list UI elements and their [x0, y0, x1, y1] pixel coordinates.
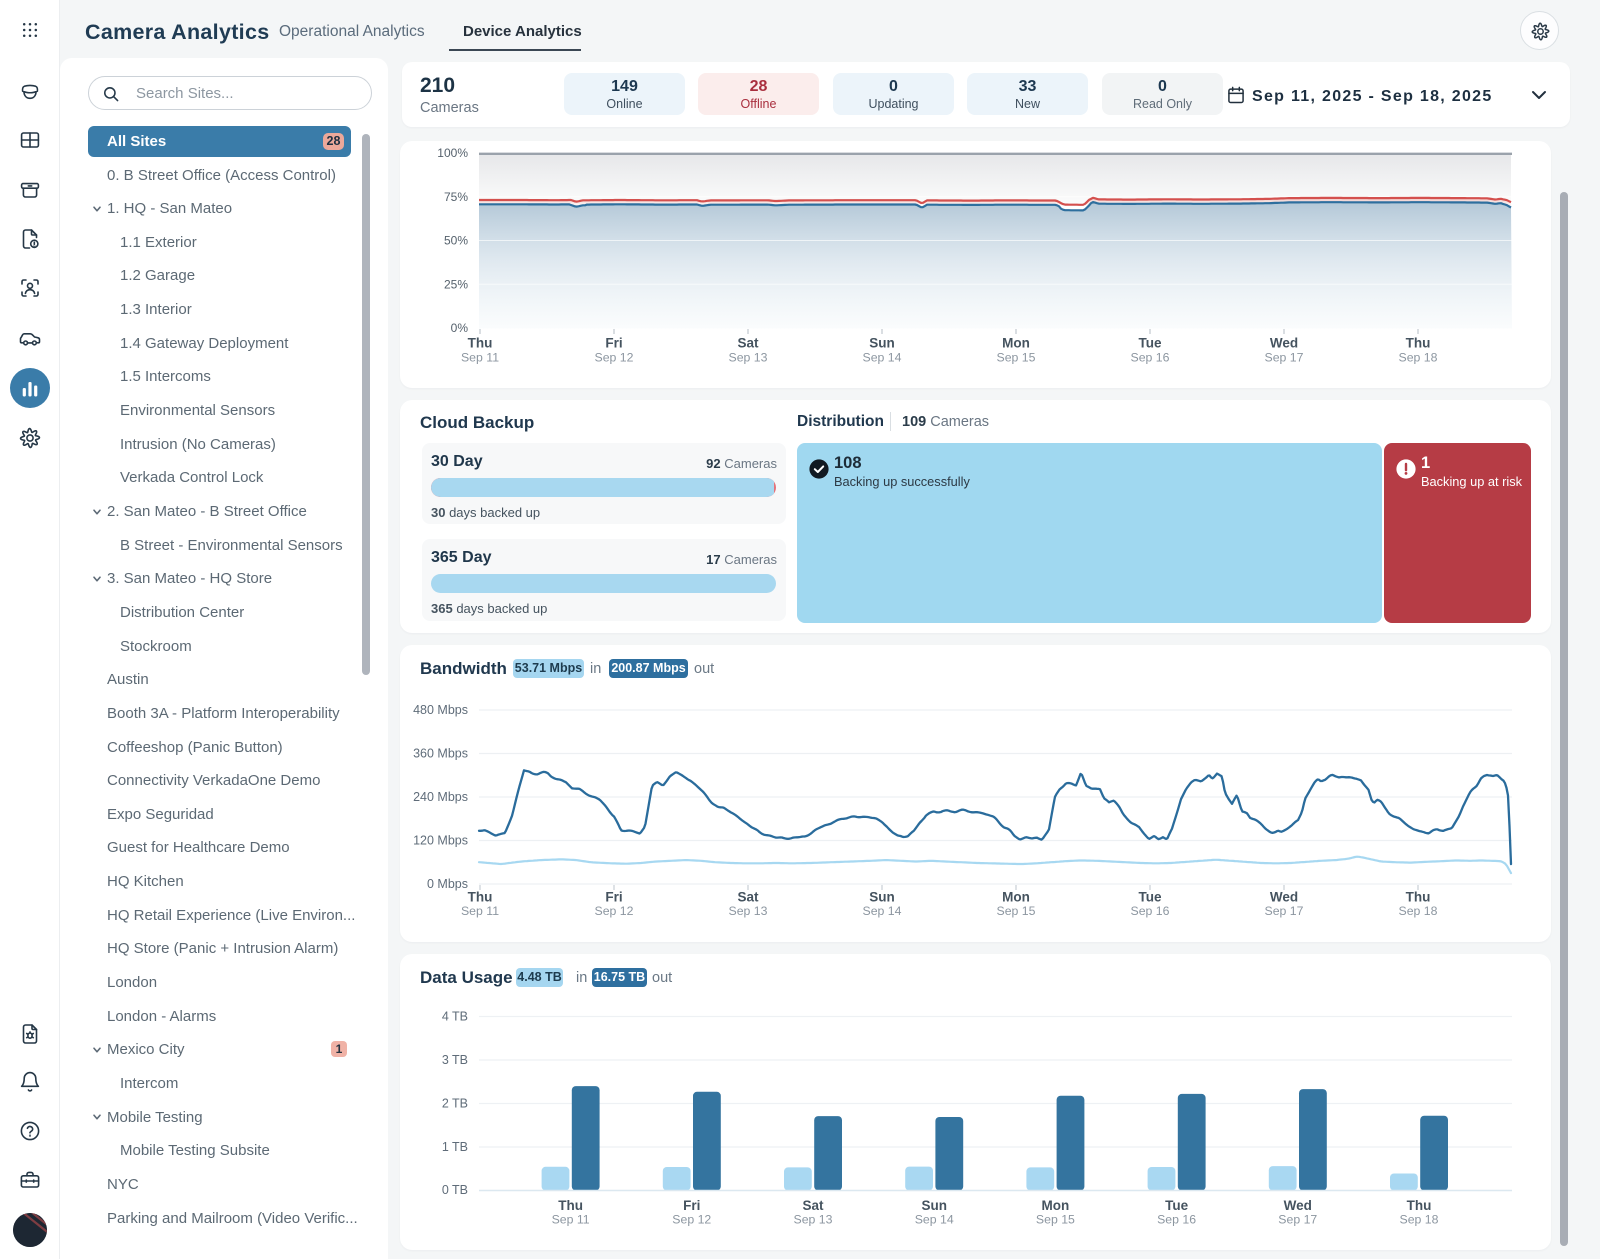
svg-text:Fri: Fri	[605, 336, 622, 351]
svg-text:Sun: Sun	[869, 336, 895, 351]
svg-text:Sep 18: Sep 18	[1399, 351, 1438, 365]
svg-text:100%: 100%	[437, 146, 468, 160]
svg-text:Sep 11: Sep 11	[461, 904, 499, 918]
svg-text:Tue: Tue	[1139, 336, 1162, 351]
svg-text:0%: 0%	[451, 321, 469, 335]
svg-text:Thu: Thu	[1407, 1198, 1432, 1213]
svg-text:Sep 18: Sep 18	[1399, 904, 1438, 918]
svg-text:Sep 13: Sep 13	[729, 904, 768, 918]
svg-text:Sep 13: Sep 13	[794, 1213, 833, 1227]
svg-text:Sep 17: Sep 17	[1265, 351, 1304, 365]
svg-text:Sep 17: Sep 17	[1278, 1213, 1317, 1227]
svg-text:Tue: Tue	[1165, 1198, 1188, 1213]
svg-text:Sep 15: Sep 15	[1036, 1213, 1075, 1227]
svg-text:Thu: Thu	[468, 890, 493, 905]
svg-text:Sep 17: Sep 17	[1265, 904, 1304, 918]
svg-text:Thu: Thu	[1406, 890, 1431, 905]
svg-text:0 Mbps: 0 Mbps	[427, 877, 468, 891]
svg-text:Mon: Mon	[1002, 336, 1030, 351]
svg-text:480 Mbps: 480 Mbps	[413, 703, 468, 717]
svg-text:Sep 13: Sep 13	[729, 351, 768, 365]
svg-text:Wed: Wed	[1284, 1198, 1312, 1213]
svg-text:75%: 75%	[444, 190, 468, 204]
svg-text:Sep 15: Sep 15	[997, 904, 1036, 918]
svg-text:Fri: Fri	[605, 890, 622, 905]
svg-text:Sep 12: Sep 12	[595, 904, 634, 918]
svg-text:0 TB: 0 TB	[442, 1183, 468, 1197]
svg-text:Sep 11: Sep 11	[552, 1213, 590, 1227]
svg-text:Sep 11: Sep 11	[461, 351, 499, 365]
svg-text:360 Mbps: 360 Mbps	[413, 747, 468, 761]
svg-text:Thu: Thu	[558, 1198, 583, 1213]
svg-text:25%: 25%	[444, 277, 468, 291]
svg-text:Sun: Sun	[921, 1198, 947, 1213]
svg-text:Sun: Sun	[869, 890, 895, 905]
svg-text:240 Mbps: 240 Mbps	[413, 790, 468, 804]
svg-text:Fri: Fri	[683, 1198, 700, 1213]
svg-text:50%: 50%	[444, 234, 468, 248]
svg-text:Wed: Wed	[1270, 336, 1298, 351]
svg-text:Thu: Thu	[468, 336, 493, 351]
svg-text:Thu: Thu	[1406, 336, 1431, 351]
svg-text:Sep 16: Sep 16	[1131, 904, 1170, 918]
svg-text:Wed: Wed	[1270, 890, 1298, 905]
svg-text:Sat: Sat	[737, 336, 759, 351]
svg-text:1 TB: 1 TB	[442, 1140, 468, 1154]
svg-text:120 Mbps: 120 Mbps	[413, 834, 468, 848]
svg-text:Sep 12: Sep 12	[672, 1213, 711, 1227]
svg-text:2 TB: 2 TB	[442, 1097, 468, 1111]
svg-text:Sep 16: Sep 16	[1131, 351, 1170, 365]
svg-text:Tue: Tue	[1139, 890, 1162, 905]
svg-text:Sat: Sat	[802, 1198, 824, 1213]
svg-text:Mon: Mon	[1002, 890, 1030, 905]
svg-text:Sep 12: Sep 12	[595, 351, 634, 365]
svg-text:Sep 14: Sep 14	[863, 351, 902, 365]
svg-text:3 TB: 3 TB	[442, 1053, 468, 1067]
svg-text:Sat: Sat	[737, 890, 759, 905]
svg-text:Sep 14: Sep 14	[915, 1213, 954, 1227]
svg-text:Sep 14: Sep 14	[863, 904, 902, 918]
svg-text:Sep 15: Sep 15	[997, 351, 1036, 365]
svg-text:Mon: Mon	[1042, 1198, 1070, 1213]
svg-text:Sep 18: Sep 18	[1400, 1213, 1439, 1227]
svg-text:4 TB: 4 TB	[442, 1010, 468, 1024]
svg-text:Sep 16: Sep 16	[1157, 1213, 1196, 1227]
